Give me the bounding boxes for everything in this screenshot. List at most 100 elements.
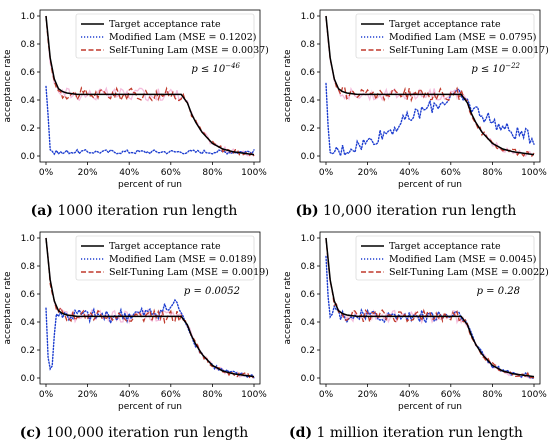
x-tick-label: 100%: [521, 390, 547, 400]
legend-box: [75, 13, 255, 59]
panel-caption: (c) 100,000 iteration run length: [20, 425, 249, 441]
panel-letter: (c): [20, 425, 42, 441]
x-axis-label: percent of run: [118, 180, 182, 190]
panel-letter: (d): [289, 425, 312, 441]
x-tick-label: 20%: [358, 390, 378, 400]
x-tick-label: 60%: [441, 168, 461, 178]
legend-label: Self-Tuning Lam (MSE = 0.0019): [109, 267, 269, 278]
p-value-annotation: p = 0.0052: [184, 286, 240, 297]
modified-lam-series: [45, 85, 255, 156]
p-value-exponent: −46: [225, 62, 240, 70]
y-tick-label: 0.4: [21, 96, 36, 106]
x-tick-label: 40%: [399, 168, 419, 178]
y-tick-label: 0.8: [21, 40, 36, 50]
target-acceptance-series: [325, 15, 535, 156]
x-axis-label: percent of run: [398, 180, 462, 190]
plot-frame: [319, 231, 541, 385]
y-tick-label: 1.0: [301, 12, 316, 22]
y-axis-label: acceptance rate: [283, 49, 293, 123]
legend-label: Target acceptance rate: [389, 19, 501, 30]
y-tick-label: 0.4: [21, 318, 36, 328]
legend-label: Target acceptance rate: [389, 241, 501, 252]
y-tick-label: 0.6: [301, 290, 316, 300]
self-tuning-lam-series: [45, 237, 255, 379]
plot-frame: [39, 231, 261, 385]
panel-b: 0.0 0.2 0.4 0.6 0.8 1.0 0% 20% 40% 60% 80% 100% perc…: [283, 9, 549, 190]
y-tick-label: 0.6: [301, 68, 316, 78]
x-tick-label: 60%: [441, 390, 461, 400]
x-tick-label: 20%: [78, 390, 98, 400]
x-tick-label: 20%: [78, 168, 98, 178]
modified-lam-series: [325, 82, 535, 159]
x-tick-label: 80%: [202, 168, 222, 178]
x-tick-label: 100%: [241, 390, 267, 400]
y-tick-label: 0.0: [301, 152, 316, 162]
y-tick-label: 0.0: [21, 152, 36, 162]
x-tick-label: 40%: [399, 390, 419, 400]
x-tick-label: 0%: [39, 390, 54, 400]
x-tick-label: 0%: [319, 390, 334, 400]
y-tick-label: 0.6: [21, 68, 36, 78]
x-axis-label: percent of run: [398, 402, 462, 412]
panel-a: 0.0 0.2 0.4 0.6 0.8 1.0 0% 20% 40% 60% 80% 100% perc…: [3, 9, 269, 190]
x-tick-label: 100%: [521, 168, 547, 178]
legend-box: [75, 235, 255, 281]
legend: Target acceptance rate Modified Lam (MSE …: [75, 235, 269, 281]
y-tick-label: 0.2: [301, 124, 315, 134]
x-tick-label: 60%: [161, 168, 181, 178]
legend: Target acceptance rate Modified Lam (MSE …: [355, 235, 549, 281]
p-value-annotation: p = 0.28: [477, 286, 520, 297]
y-tick-label: 0.4: [301, 96, 316, 106]
y-tick-label: 0.2: [301, 346, 315, 356]
y-tick-label: 0.8: [301, 40, 316, 50]
legend-label: Modified Lam (MSE = 0.0189): [109, 254, 256, 265]
panel-caption-text: 100,000 iteration run length: [42, 425, 249, 441]
y-tick-label: 0.8: [301, 262, 316, 272]
y-tick-label: 0.4: [301, 318, 316, 328]
legend-label: Modified Lam (MSE = 0.0795): [389, 32, 536, 43]
legend: Target acceptance rate Modified Lam (MSE …: [355, 13, 549, 59]
x-tick-label: 40%: [119, 168, 139, 178]
x-tick-label: 0%: [39, 168, 54, 178]
plot-frame: [39, 9, 261, 163]
legend-label: Modified Lam (MSE = 0.1202): [109, 32, 256, 43]
plot-frame: [319, 9, 541, 163]
legend-box: [355, 13, 535, 59]
legend-label: Self-Tuning Lam (MSE = 0.0022): [389, 267, 549, 278]
target-acceptance-series: [45, 15, 255, 156]
x-tick-label: 80%: [202, 390, 222, 400]
y-tick-label: 1.0: [21, 234, 36, 244]
x-tick-label: 100%: [241, 168, 267, 178]
panel-caption-text: 1000 iteration run length: [53, 203, 238, 219]
modified-lam-series: [325, 255, 535, 379]
x-tick-label: 80%: [482, 390, 502, 400]
target-acceptance-series: [45, 237, 255, 378]
y-axis-label: acceptance rate: [3, 49, 13, 123]
p-value-annotation: p ≤ 10−46: [191, 62, 240, 75]
panel-d: 0.0 0.2 0.4 0.6 0.8 1.0 0% 20% 40% 60% 80% 100% perc…: [283, 231, 549, 412]
y-tick-label: 0.2: [21, 124, 35, 134]
x-tick-label: 20%: [358, 168, 378, 178]
legend-box: [355, 235, 535, 281]
x-tick-label: 0%: [319, 168, 334, 178]
panel-caption: (b) 10,000 iteration run length: [296, 203, 517, 219]
y-tick-label: 1.0: [21, 12, 36, 22]
y-tick-label: 0.0: [21, 374, 36, 384]
legend: Target acceptance rate Modified Lam (MSE …: [75, 13, 269, 59]
p-value-exponent: −22: [505, 62, 520, 70]
p-value-annotation: p ≤ 10−22: [471, 62, 520, 75]
target-acceptance-series: [325, 237, 535, 378]
panel-caption: (a) 1000 iteration run length: [31, 203, 238, 219]
legend-label: Modified Lam (MSE = 0.0045): [389, 254, 536, 265]
legend-label: Self-Tuning Lam (MSE = 0.0037): [109, 45, 269, 56]
x-tick-label: 80%: [482, 168, 502, 178]
y-tick-label: 0.8: [21, 262, 36, 272]
x-tick-label: 40%: [119, 390, 139, 400]
panel-letter: (b): [296, 203, 319, 219]
panel-caption-text: 1 million iteration run length: [312, 425, 523, 441]
y-axis-label: acceptance rate: [3, 271, 13, 345]
y-tick-label: 0.0: [301, 374, 316, 384]
legend-label: Target acceptance rate: [109, 19, 221, 30]
y-tick-label: 0.6: [21, 290, 36, 300]
